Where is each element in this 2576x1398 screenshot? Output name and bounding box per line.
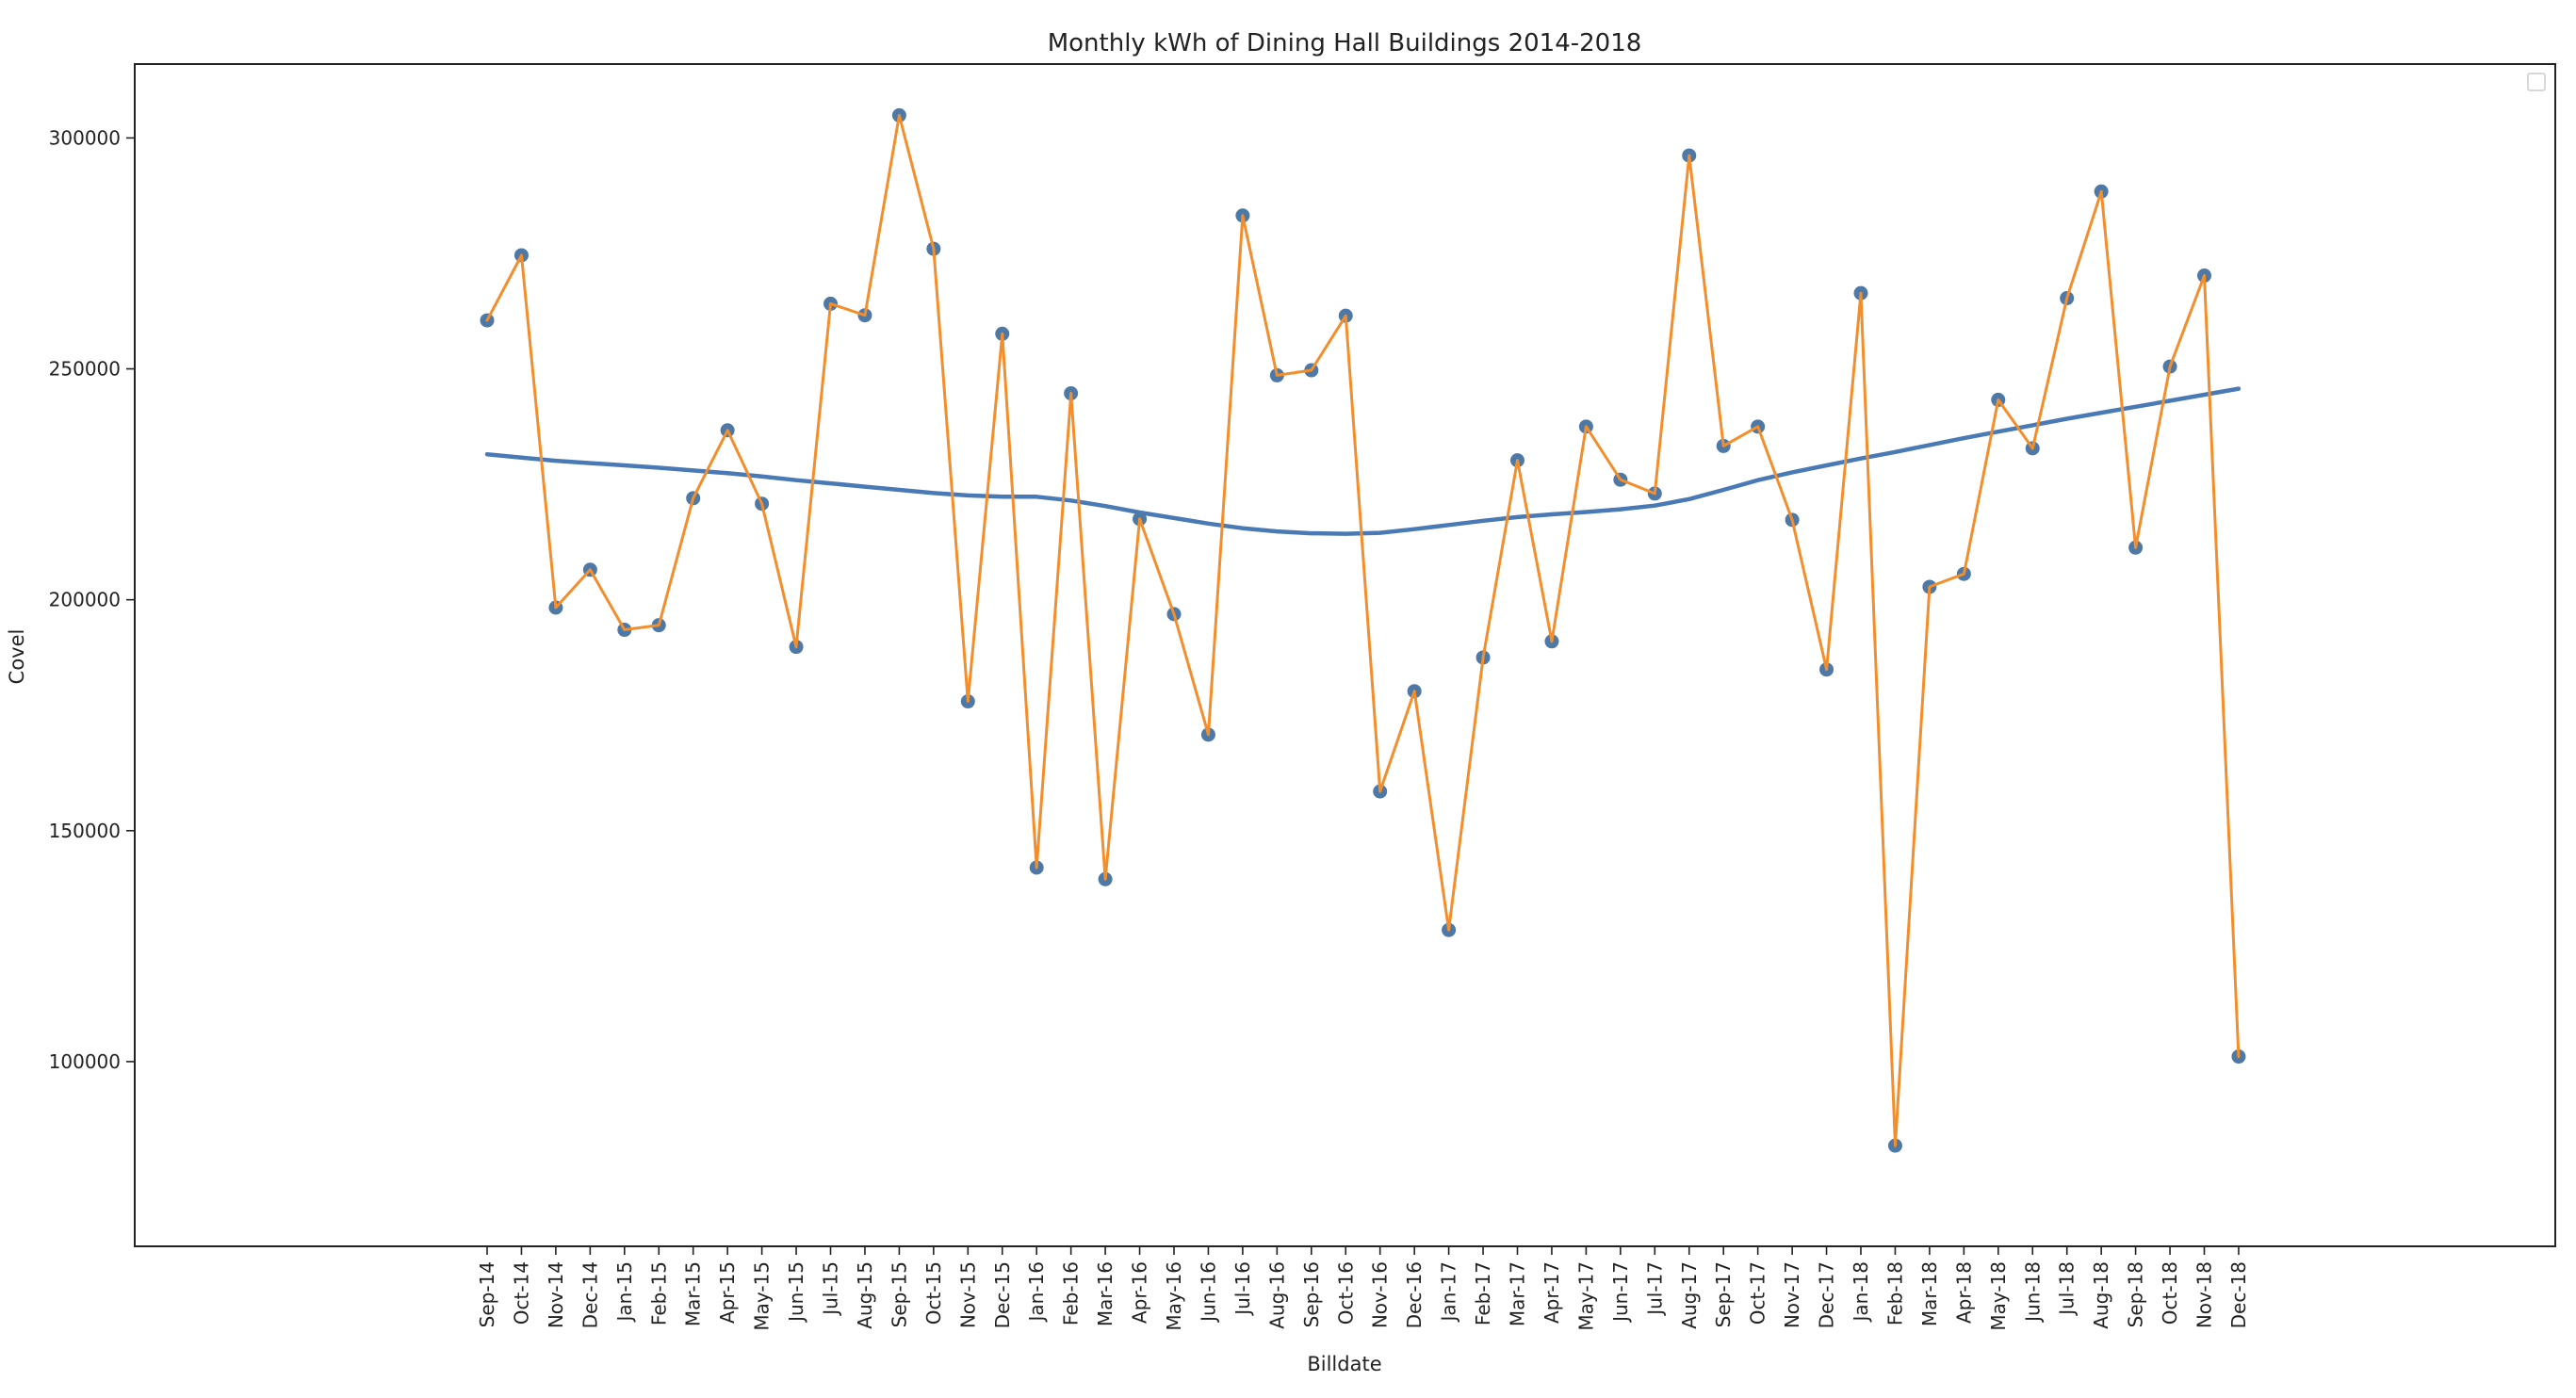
x-tick-label: Jun-15 [785, 1261, 807, 1324]
x-tick-label: Nov-18 [2193, 1261, 2216, 1328]
x-tick-label: Dec-16 [1403, 1261, 1426, 1328]
legend-box [2527, 73, 2546, 91]
x-tick-label: Mar-17 [1507, 1261, 1529, 1326]
x-tick-label: Mar-18 [1918, 1261, 1941, 1326]
x-tick-label: Sep-16 [1300, 1261, 1323, 1327]
x-tick-label: Mar-15 [682, 1261, 705, 1326]
x-tick-label: Jan-17 [1438, 1261, 1460, 1324]
x-tick-label: Jun-17 [1609, 1261, 1632, 1324]
x-tick-label: Dec-18 [2227, 1261, 2250, 1328]
x-tick-label: Apr-17 [1541, 1261, 1563, 1324]
x-tick-label: Sep-17 [1712, 1261, 1735, 1327]
x-tick-label: Oct-14 [510, 1261, 532, 1325]
x-axis: Sep-14 Oct-14 Nov-14 Dec-14 Jan-15 Feb-15 Mar-… [476, 1246, 2250, 1331]
y-tick-label: 150000 [49, 820, 121, 842]
x-tick-label: Apr-16 [1129, 1261, 1151, 1324]
x-tick-label: Nov-17 [1781, 1261, 1803, 1328]
x-tick-label: Oct-17 [1747, 1261, 1769, 1325]
x-tick-label: May-15 [751, 1261, 774, 1331]
x-tick-label: Jan-18 [1850, 1261, 1872, 1324]
series-line-covel [485, 113, 2241, 1147]
x-tick-label: Aug-16 [1265, 1261, 1288, 1329]
x-tick-label: Jul-17 [1643, 1261, 1666, 1317]
x-tick-label: Dec-15 [991, 1261, 1014, 1328]
x-tick-label: May-16 [1163, 1261, 1185, 1331]
x-tick-label: Feb-17 [1472, 1261, 1494, 1325]
x-tick-label: Nov-16 [1369, 1261, 1392, 1328]
x-tick-label: Aug-15 [854, 1261, 876, 1329]
x-tick-label: Sep-18 [2125, 1261, 2147, 1327]
x-tick-label: Jul-18 [2056, 1261, 2079, 1317]
x-tick-label: Jan-15 [613, 1261, 636, 1324]
series-line-trend [484, 386, 2242, 536]
y-tick-label: 200000 [49, 589, 121, 611]
x-tick-label: Feb-16 [1060, 1261, 1083, 1325]
x-tick-label: Jul-16 [1231, 1261, 1254, 1317]
x-tick-label: Oct-15 [922, 1261, 945, 1325]
x-tick-label: Mar-16 [1094, 1261, 1117, 1326]
x-tick-label: Dec-14 [579, 1261, 601, 1328]
x-tick-label: Aug-17 [1678, 1261, 1701, 1329]
plot-area [480, 107, 2246, 1153]
x-tick-label: Oct-16 [1334, 1261, 1357, 1325]
x-tick-label: Sep-14 [476, 1261, 498, 1327]
y-axis: 100000 150000 200000 250000 300000 [49, 126, 135, 1073]
y-tick-label: 300000 [49, 126, 121, 149]
x-tick-label: Aug-18 [2090, 1261, 2112, 1329]
y-axis-label: Covel [6, 629, 28, 685]
y-tick-label: 250000 [49, 358, 121, 381]
x-tick-label: Jan-16 [1025, 1261, 1048, 1324]
x-tick-label: Jun-18 [2021, 1261, 2044, 1324]
x-tick-label: Feb-18 [1883, 1261, 1906, 1325]
y-tick-label: 100000 [49, 1050, 121, 1073]
x-tick-label: Jul-15 [820, 1261, 842, 1317]
x-tick-label: Jun-16 [1197, 1261, 1219, 1324]
x-tick-label: May-17 [1574, 1261, 1597, 1331]
chart-title: Monthly kWh of Dining Hall Buildings 201… [1048, 29, 1642, 57]
x-tick-label: Dec-17 [1816, 1261, 1838, 1328]
x-tick-label: Oct-18 [2159, 1261, 2181, 1325]
x-axis-label: Billdate [1307, 1353, 1381, 1375]
x-tick-label: Apr-18 [1952, 1261, 1975, 1324]
x-tick-label: Nov-15 [956, 1261, 979, 1328]
x-tick-label: Apr-15 [716, 1261, 739, 1324]
x-tick-label: May-18 [1987, 1261, 2010, 1331]
x-tick-label: Feb-15 [647, 1261, 670, 1325]
x-tick-label: Sep-15 [888, 1261, 910, 1327]
x-tick-label: Nov-14 [545, 1261, 567, 1328]
